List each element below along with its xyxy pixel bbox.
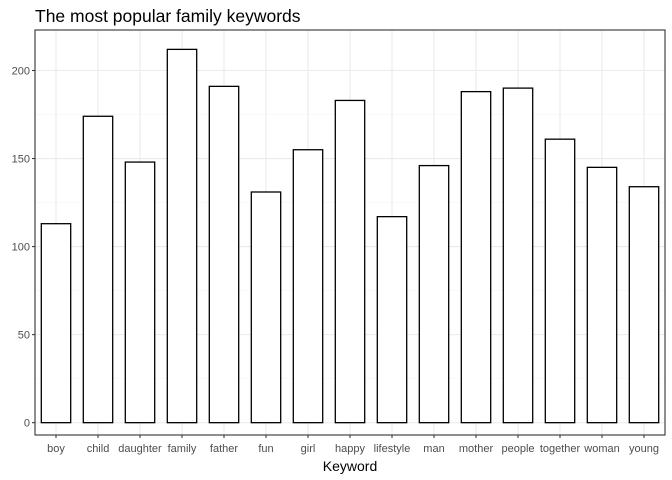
chart-title: The most popular family keywords (35, 6, 301, 26)
axis-layer: 0 50 100 150 200 boy child daughter family father… (12, 66, 659, 456)
x-tick-label-girl: girl (301, 443, 316, 455)
x-tick-label-people: people (501, 443, 534, 455)
bar-lifestyle (376, 216, 408, 424)
x-tick-label-young: young (629, 443, 659, 455)
bar-daughter (124, 161, 156, 424)
bar-man (418, 164, 450, 424)
bar-father (208, 85, 240, 424)
x-tick-label-happy: happy (335, 443, 365, 455)
x-tick-label-child: child (87, 443, 110, 455)
bar-family (166, 48, 198, 424)
bar-people (502, 87, 534, 424)
bar-boy (40, 223, 72, 424)
bar-child (82, 115, 114, 424)
x-tick-label-father: father (210, 443, 238, 455)
x-tick-label-man: man (423, 443, 444, 455)
x-tick-label-fun: fun (258, 443, 273, 455)
x-axis-title: Keyword (323, 458, 377, 474)
x-tick-label-together: together (540, 443, 581, 455)
bar-young (628, 186, 660, 424)
x-tick-label-woman: woman (583, 443, 619, 455)
y-tick-label: 100 (12, 242, 30, 254)
bar-together (544, 138, 576, 424)
bar-mother (460, 90, 492, 424)
x-tick-label-boy: boy (47, 443, 65, 455)
bars-layer (40, 48, 660, 424)
bar-happy (334, 99, 366, 424)
x-tick-label-mother: mother (459, 443, 494, 455)
bar-girl (292, 149, 324, 424)
y-tick-label: 150 (12, 154, 30, 166)
x-tick-label-daughter: daughter (118, 443, 162, 455)
y-tick-label: 50 (18, 330, 30, 342)
y-tick-label: 0 (24, 418, 30, 430)
y-tick-label: 200 (12, 66, 30, 78)
x-tick-label-lifestyle: lifestyle (374, 443, 411, 455)
bar-fun (250, 191, 282, 424)
x-tick-label-family: family (168, 443, 197, 455)
bar-woman (586, 166, 618, 424)
